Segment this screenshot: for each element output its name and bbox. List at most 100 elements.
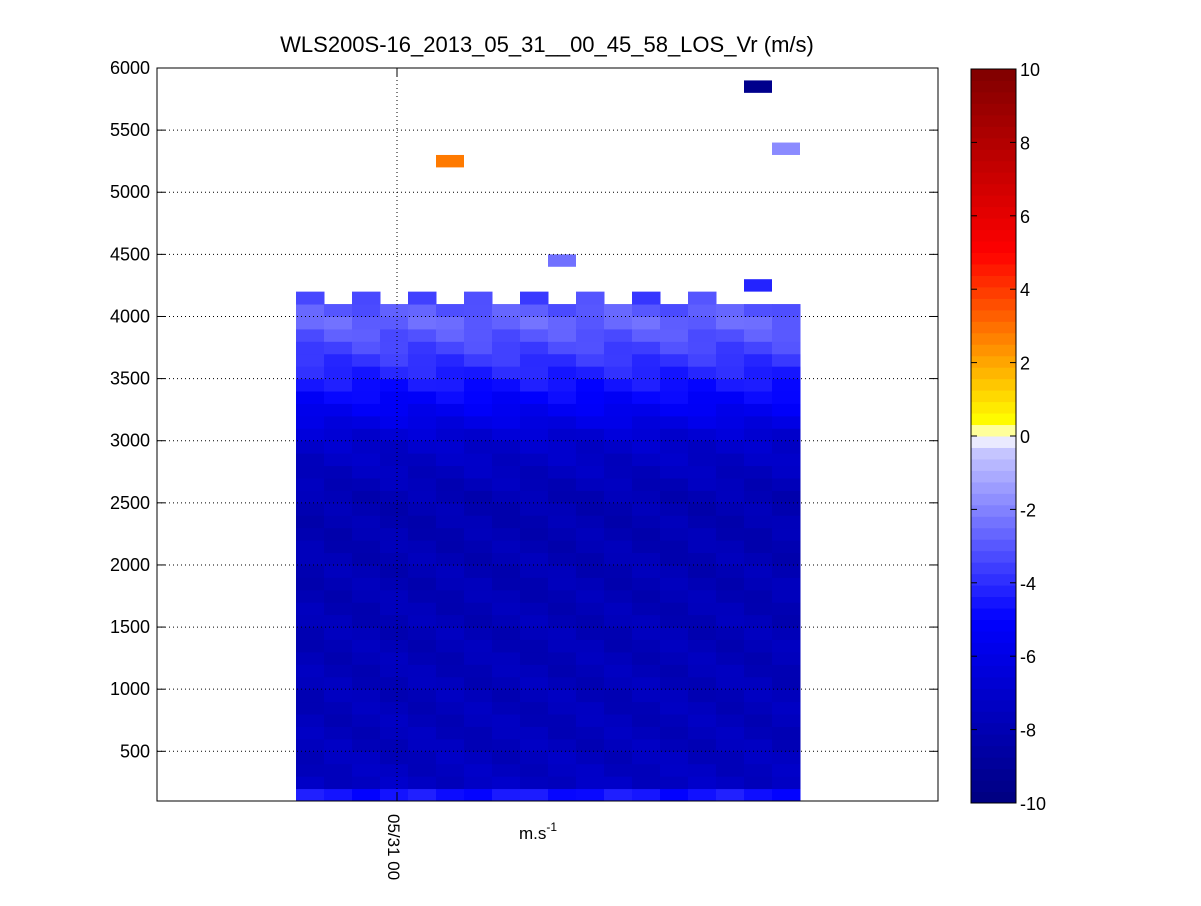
colorbar-swatch [971, 172, 1016, 185]
heatmap-cell [576, 788, 605, 802]
heatmap-cell [520, 651, 549, 665]
heatmap-cell [688, 564, 717, 578]
heatmap-cell [324, 552, 353, 566]
heatmap-cell [464, 502, 493, 516]
heatmap-cell [464, 564, 493, 578]
heatmap-cell [324, 788, 353, 802]
heatmap-cell [660, 627, 689, 640]
colorbar-swatch [971, 470, 1016, 483]
heatmap-cell [604, 453, 633, 467]
heatmap-cell [548, 465, 577, 479]
heatmap-cell [296, 341, 325, 355]
heatmap-cell [660, 776, 689, 790]
heatmap-cell [576, 726, 605, 740]
heatmap-cell [604, 639, 633, 653]
heatmap-cell [324, 403, 353, 417]
heatmap-cell [604, 676, 633, 690]
heatmap-cell [520, 316, 549, 330]
heatmap-cell [408, 701, 437, 715]
heatmap-cell [632, 614, 661, 628]
heatmap-cell [632, 428, 661, 442]
heatmap-cell [716, 788, 745, 802]
colorbar-swatch [971, 676, 1016, 689]
heatmap-cell [716, 453, 745, 467]
heatmap-cell [436, 701, 465, 715]
heatmap-cell [520, 391, 549, 404]
x-axis-label-exponent: -1 [546, 820, 557, 834]
heatmap-cell [408, 751, 437, 765]
heatmap-cell [744, 428, 773, 442]
colorbar-tick-label: -2 [1020, 500, 1036, 520]
heatmap-cell [772, 341, 801, 355]
heatmap-cell [632, 701, 661, 715]
heatmap-cell [408, 415, 437, 429]
heatmap-cell [324, 490, 353, 504]
heatmap-cell [296, 465, 325, 479]
heatmap-cell [576, 403, 605, 417]
heatmap-cell [492, 689, 521, 703]
heatmap-cell [520, 627, 549, 640]
heatmap-cell [436, 353, 465, 367]
heatmap-cell [576, 515, 605, 529]
heatmap-cell [296, 651, 325, 665]
heatmap-cell [492, 651, 521, 665]
heatmap-cell [576, 527, 605, 541]
heatmap-cell [464, 353, 493, 367]
heatmap-cell [716, 664, 745, 678]
heatmap-cell [520, 403, 549, 417]
heatmap-cell [660, 564, 689, 578]
heatmap-cell [380, 403, 409, 417]
colorbar-swatch [971, 413, 1016, 426]
heatmap-cell [576, 502, 605, 516]
heatmap-cell [632, 527, 661, 541]
heatmap-cell [492, 428, 521, 442]
heatmap-cell [688, 527, 717, 541]
heatmap-cell [632, 714, 661, 727]
heatmap-cell [324, 515, 353, 529]
heatmap-cell [604, 788, 633, 802]
heatmap-cell [380, 490, 409, 504]
heatmap-cell [744, 763, 773, 777]
heatmap-cell [688, 304, 717, 317]
heatmap-cell [744, 527, 773, 541]
heatmap-cell [576, 477, 605, 491]
heatmap-cell [604, 701, 633, 715]
y-tick-label: 1500 [110, 617, 150, 637]
heatmap-cell [296, 726, 325, 740]
heatmap-cell [604, 391, 633, 404]
heatmap-cell [576, 316, 605, 330]
heatmap-cell [548, 515, 577, 529]
heatmap-cell [296, 490, 325, 504]
heatmap-cell [548, 453, 577, 467]
heatmap-cell [492, 477, 521, 491]
heatmap-cell [492, 378, 521, 392]
heatmap-cell [296, 676, 325, 690]
heatmap-cell [380, 763, 409, 777]
heatmap-cell [436, 477, 465, 491]
heatmap-cell [688, 403, 717, 417]
heatmap-cell [604, 477, 633, 491]
heatmap-cell [464, 577, 493, 591]
heatmap-cell [296, 788, 325, 802]
heatmap-cell [464, 490, 493, 504]
heatmap-cell [744, 391, 773, 404]
heatmap-cell [660, 403, 689, 417]
heatmap-cell [632, 726, 661, 740]
heatmap-cell [380, 304, 409, 317]
heatmap-cell [772, 726, 801, 740]
heatmap-cell [324, 639, 353, 653]
heatmap-cell [324, 651, 353, 665]
heatmap-cell [464, 689, 493, 703]
heatmap-cell [492, 490, 521, 504]
heatmap-cell [380, 391, 409, 404]
heatmap-cell [660, 788, 689, 802]
heatmap-cell [772, 714, 801, 727]
heatmap-cell [380, 651, 409, 665]
heatmap-cell [576, 415, 605, 429]
heatmap-cell [772, 639, 801, 653]
heatmap-cell [520, 440, 549, 454]
colorbar-swatch [971, 252, 1016, 265]
heatmap-cell [660, 490, 689, 504]
heatmap-cell [548, 602, 577, 616]
heatmap-cell [492, 328, 521, 342]
